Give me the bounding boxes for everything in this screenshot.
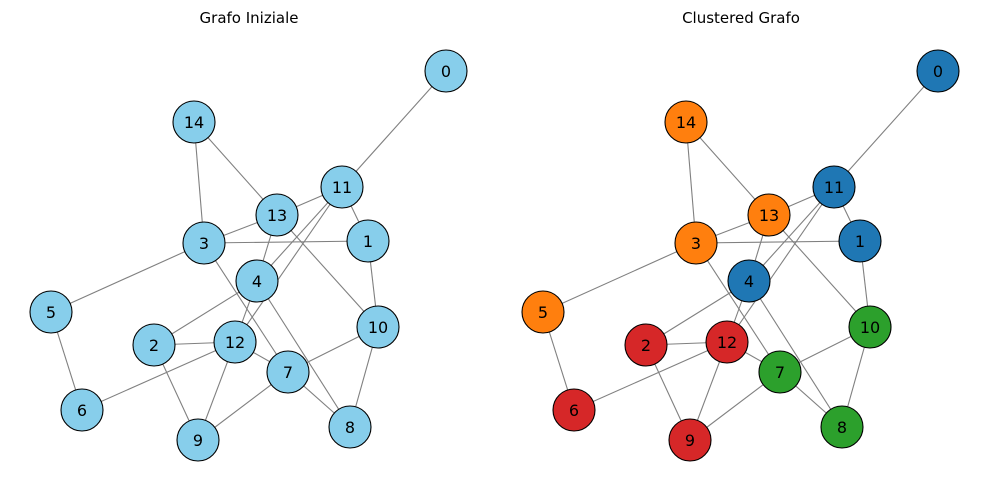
edge-11-12 <box>234 186 343 343</box>
node-label-14: 14 <box>676 113 696 132</box>
node-label-5: 5 <box>46 303 56 322</box>
node-label-2: 2 <box>149 336 159 355</box>
node-label-6: 6 <box>569 401 579 420</box>
node-label-9: 9 <box>193 431 203 450</box>
node-2 <box>624 323 668 367</box>
edge-4-8 <box>256 280 351 428</box>
node-label-13: 13 <box>759 206 779 225</box>
node-label-8: 8 <box>345 418 355 437</box>
edge-3-7 <box>695 242 781 373</box>
node-label-4: 4 <box>744 272 754 291</box>
node-label-0: 0 <box>933 62 943 81</box>
edge-3-5 <box>50 242 205 313</box>
node-label-4: 4 <box>252 272 262 291</box>
node-label-12: 12 <box>717 333 737 352</box>
node-label-5: 5 <box>538 303 548 322</box>
node-0 <box>916 49 960 93</box>
node-9 <box>668 418 712 462</box>
node-label-11: 11 <box>332 178 352 197</box>
node-9 <box>176 418 220 462</box>
node-label-3: 3 <box>691 234 701 253</box>
panel-title-right: Clustered Grafo <box>682 9 800 27</box>
node-13 <box>255 193 299 237</box>
edge-0-11 <box>341 70 447 188</box>
node-label-14: 14 <box>184 113 204 132</box>
node-label-7: 7 <box>775 363 785 382</box>
node-1 <box>838 219 882 263</box>
node-label-10: 10 <box>368 318 388 337</box>
node-label-11: 11 <box>824 178 844 197</box>
node-4 <box>235 259 279 303</box>
node-7 <box>266 350 310 394</box>
edge-3-1 <box>203 240 369 244</box>
node-label-10: 10 <box>860 318 880 337</box>
node-6 <box>60 388 104 432</box>
node-label-7: 7 <box>283 363 293 382</box>
node-10 <box>848 305 892 349</box>
node-11 <box>320 165 364 209</box>
edge-11-12 <box>726 186 835 343</box>
node-label-8: 8 <box>837 418 847 437</box>
node-1 <box>346 219 390 263</box>
edge-13-10 <box>768 214 871 328</box>
edge-4-8 <box>748 280 843 428</box>
edge-12-6 <box>81 341 236 411</box>
edge-3-7 <box>203 242 289 373</box>
node-3 <box>182 221 226 265</box>
node-label-1: 1 <box>363 232 373 251</box>
node-2 <box>132 323 176 367</box>
node-label-2: 2 <box>641 336 651 355</box>
node-14 <box>172 100 216 144</box>
node-4 <box>727 259 771 303</box>
node-5 <box>29 290 73 334</box>
node-14 <box>664 100 708 144</box>
node-8 <box>328 405 372 449</box>
edge-12-6 <box>573 341 728 411</box>
node-11 <box>812 165 856 209</box>
node-12 <box>705 320 749 364</box>
node-label-13: 13 <box>267 206 287 225</box>
node-label-9: 9 <box>685 431 695 450</box>
node-label-1: 1 <box>855 232 865 251</box>
node-5 <box>521 290 565 334</box>
node-6 <box>552 388 596 432</box>
node-13 <box>747 193 791 237</box>
node-label-6: 6 <box>77 401 87 420</box>
panel-title-left: Grafo Iniziale <box>200 9 299 27</box>
node-3 <box>674 221 718 265</box>
node-8 <box>820 405 864 449</box>
edge-3-5 <box>542 242 697 313</box>
node-label-3: 3 <box>199 234 209 253</box>
node-10 <box>356 305 400 349</box>
node-12 <box>213 320 257 364</box>
edge-13-10 <box>276 214 379 328</box>
node-7 <box>758 350 802 394</box>
node-label-12: 12 <box>225 333 245 352</box>
edge-3-1 <box>695 240 861 244</box>
edge-0-11 <box>833 70 939 188</box>
node-0 <box>424 49 468 93</box>
node-label-0: 0 <box>441 62 451 81</box>
